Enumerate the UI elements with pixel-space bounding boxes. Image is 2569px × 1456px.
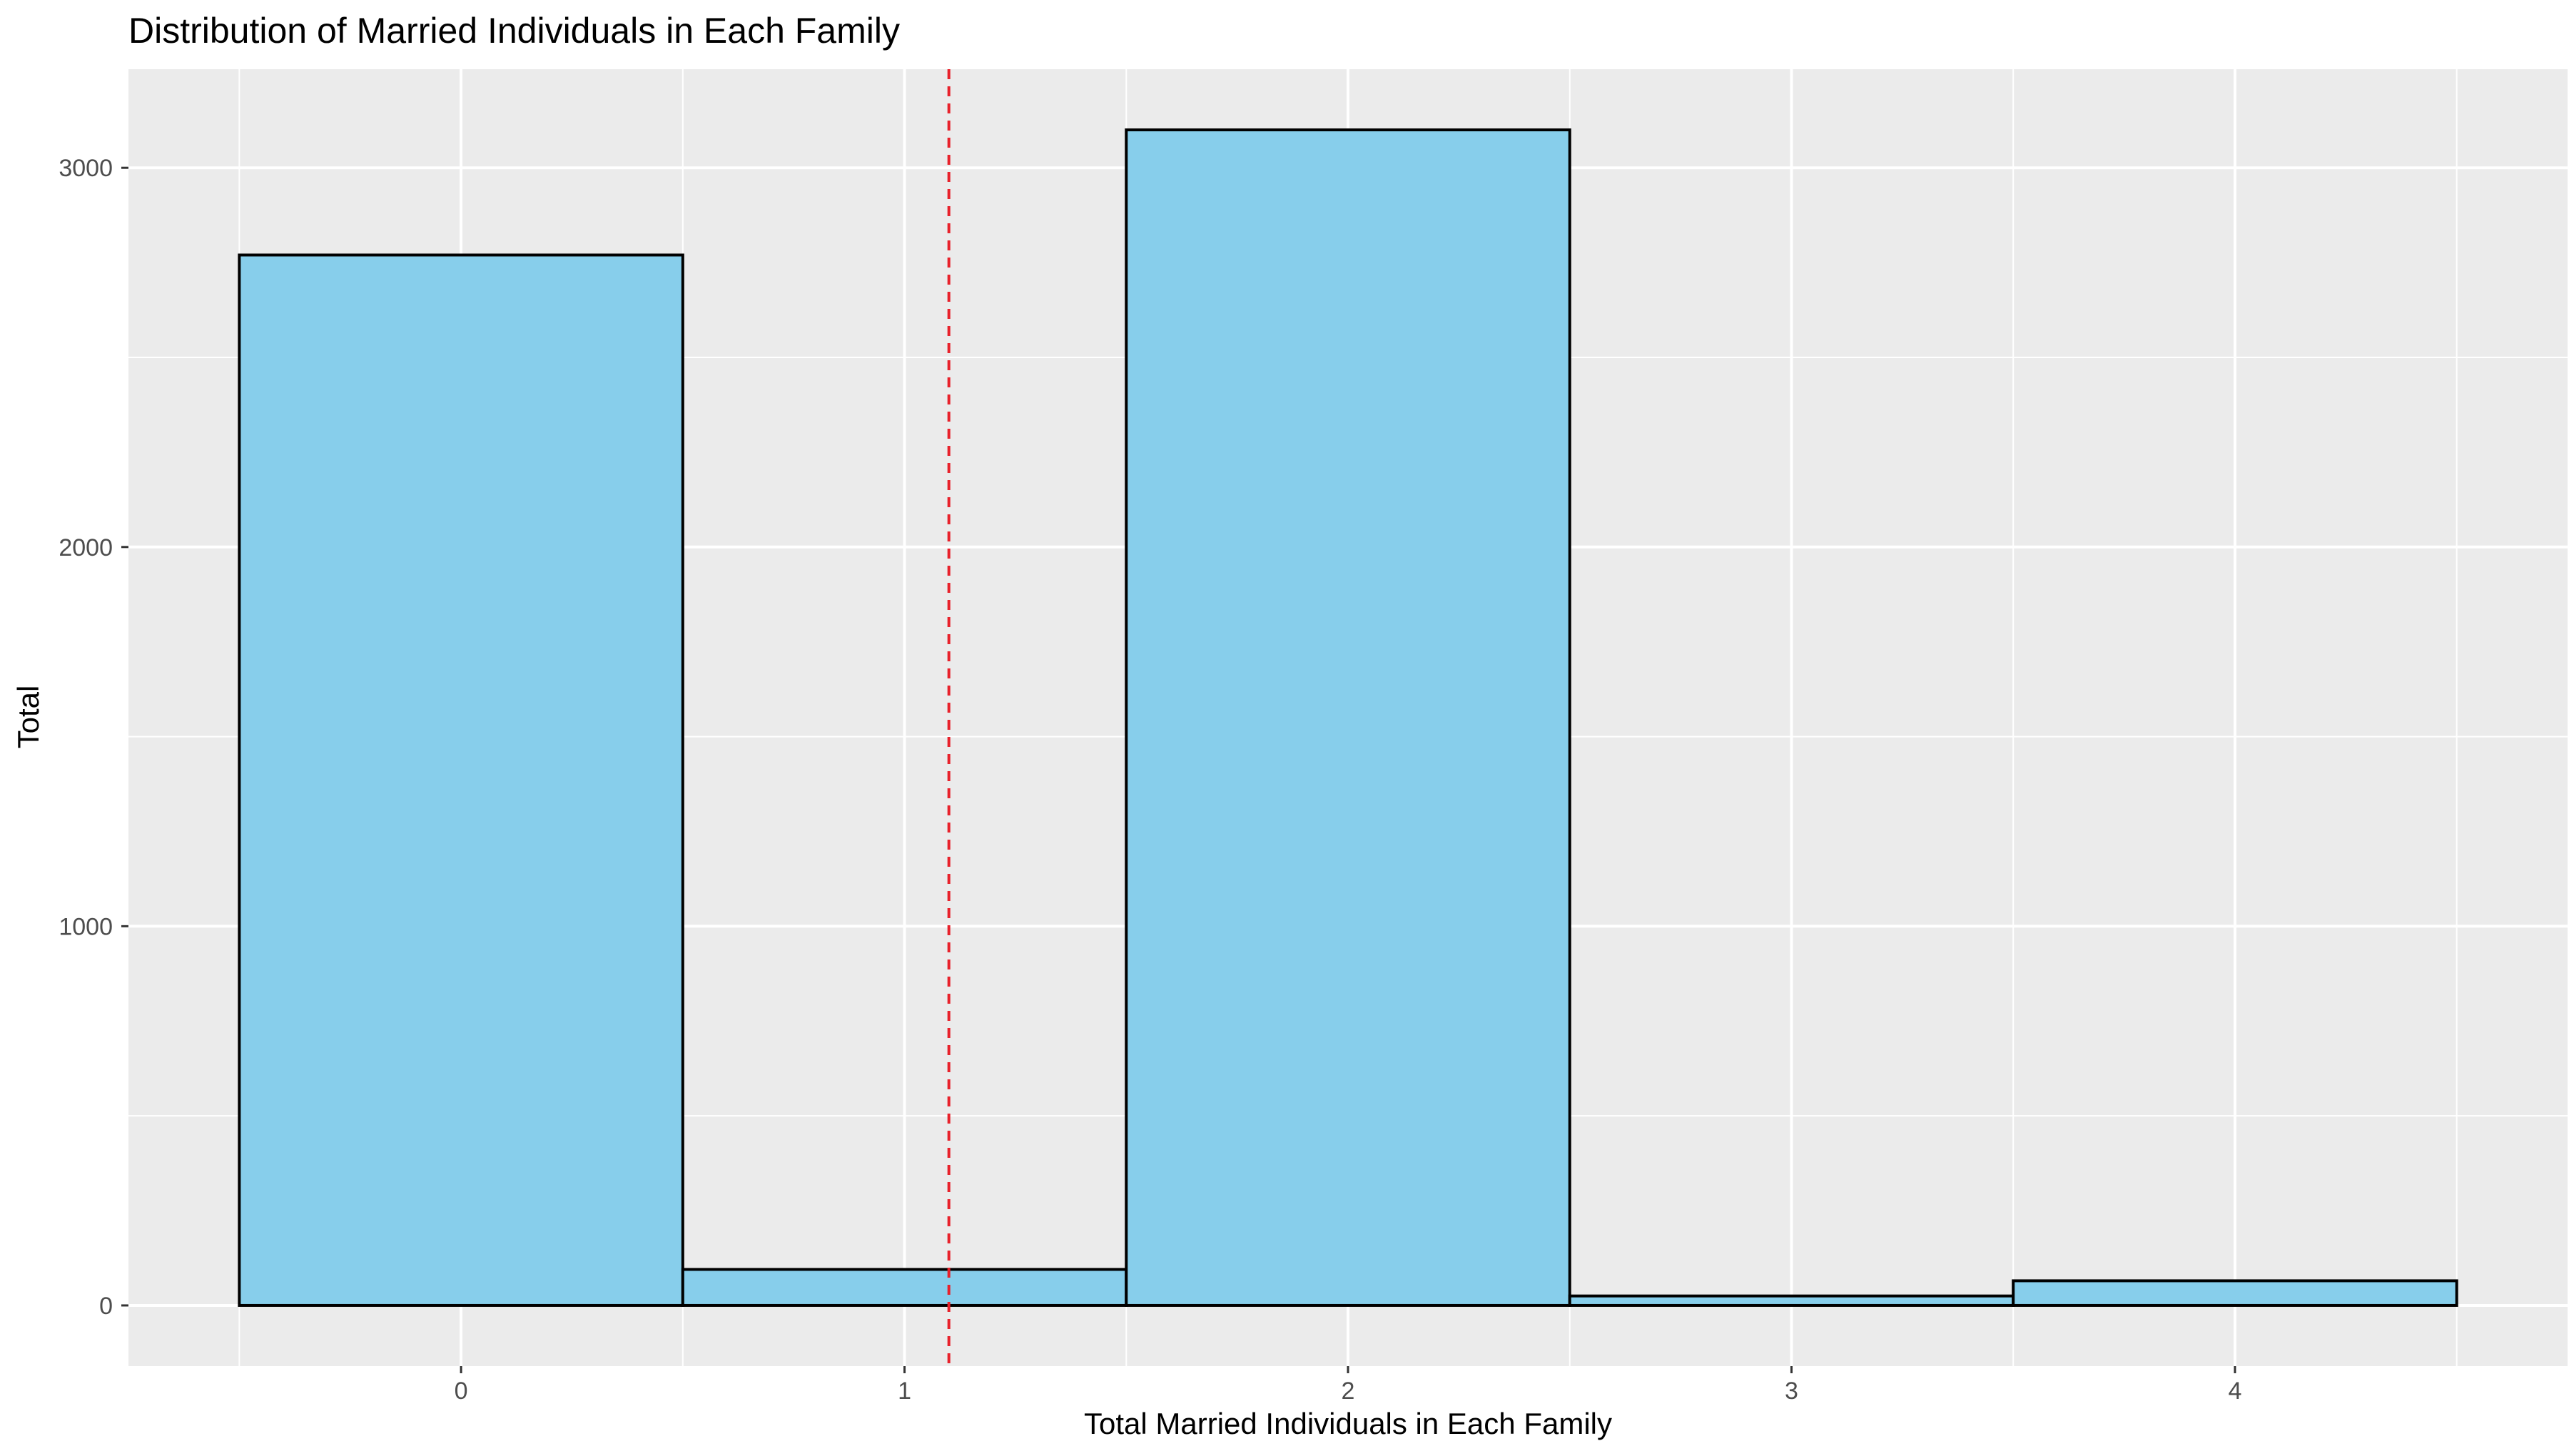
y-tick-label: 1000: [59, 913, 113, 940]
x-tick-label: 0: [455, 1378, 468, 1405]
bar-0: [238, 253, 684, 1307]
bar-2: [1125, 128, 1571, 1307]
y-tick-label: 2000: [59, 534, 113, 561]
x-tick-label: 2: [1342, 1378, 1355, 1405]
x-tick-label: 3: [1785, 1378, 1798, 1405]
bar-3: [1568, 1294, 2015, 1307]
bars: [238, 128, 2458, 1307]
bar-1: [681, 1268, 1128, 1307]
y-axis-title: Total: [11, 686, 45, 749]
y-tick-label: 3000: [59, 155, 113, 182]
y-tick-label: 0: [99, 1293, 113, 1320]
x-tick-label: 1: [898, 1378, 911, 1405]
x-axis-title: Total Married Individuals in Each Family: [1084, 1407, 1612, 1440]
chart-title: Distribution of Married Individuals in E…: [128, 11, 900, 51]
bar-4: [2012, 1279, 2458, 1307]
x-tick-label: 4: [2228, 1378, 2241, 1405]
y-axis: 0 1000 2000 3000: [59, 155, 128, 1320]
x-axis: 0 1 2 3 4: [455, 1366, 2241, 1405]
